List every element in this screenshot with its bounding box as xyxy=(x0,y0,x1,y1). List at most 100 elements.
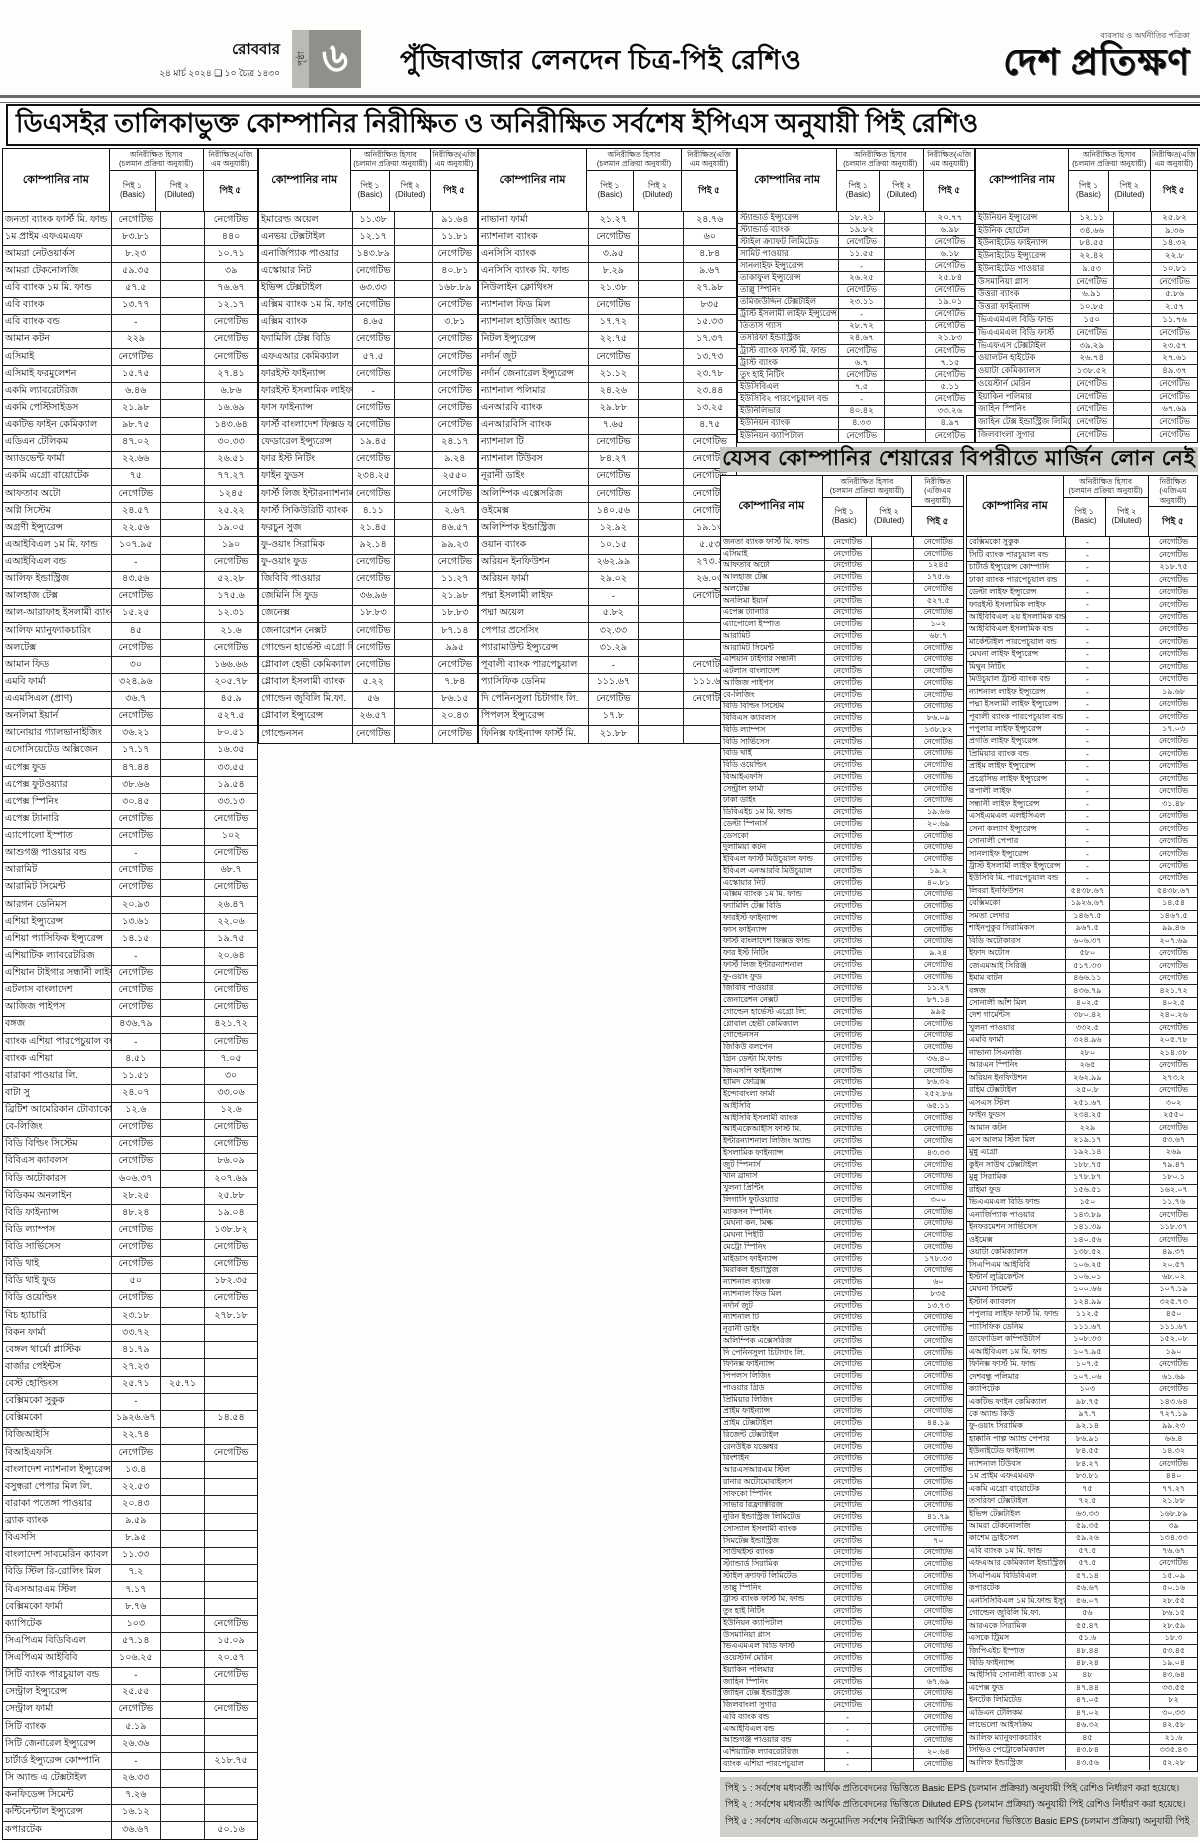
audited-header: নিরীক্ষিত (এজিএম অনুযায়ী) xyxy=(912,476,963,508)
table-row: ইউসিবিএল ৭.৫ ৫.১১ xyxy=(738,381,974,394)
pe1-cell: নেগেটিভ xyxy=(825,1124,872,1136)
company-name-cell: নূরানী ডাইং xyxy=(479,468,589,485)
company-name-cell: বেক্সিমকো সুকুক xyxy=(3,1393,112,1410)
table-row: কপারটেক ৫৬.৬৭ ৫০.১৬ xyxy=(967,1583,1197,1596)
company-name-cell: ন্যাশনাল ব্যাংক xyxy=(721,1277,825,1288)
table-row: এনভয় টেক্সটাইল ১২.১৭ ১১.৮১ xyxy=(259,229,477,247)
pe1-cell: ৮৪.৫৫ xyxy=(1066,1446,1111,1458)
table-row: বিচ হ্যাচারি ২৩.১৮ ২৭৮.১৮ xyxy=(3,1308,257,1326)
company-name-cell: নাভানা সিএনজি xyxy=(967,1047,1066,1060)
pe5-cell: ১৫২.০৮ xyxy=(1159,1334,1188,1344)
pe1-cell: নেগেটিভ xyxy=(825,666,872,677)
pe5-cell: নেগেটিভ xyxy=(1159,326,1190,337)
table-row: এআইবিএল ১ম মি. ফান্ড ১০৭.৯৫ ১৯০ xyxy=(3,537,257,555)
pe2-cell xyxy=(1110,1172,1151,1184)
pe1-cell: ৫৭.৫ xyxy=(1066,1545,1111,1558)
company-name-cell: ব্র্যাক ব্যাংক xyxy=(3,1513,112,1530)
company-name-cell: জেনারেশন নেক্সট xyxy=(721,995,825,1006)
table-row: আইবিবিএল ২য় ইসলামিক বন্ড - নেগেটিভ xyxy=(967,611,1197,625)
unaudited-header: অনিরীক্ষিত হিসাব (চলমান প্রক্রিয়া অনুযায… xyxy=(837,149,924,171)
pe1-cell: নেগেটিভ xyxy=(353,623,395,640)
table-row: গ্লোবাল হেভী কেমিক্যাল নেগেটিভ নেগেটিভ xyxy=(259,657,477,675)
table-row: বাংলাদেশ সাবমেরিন ক্যাবল ১১.৩৩ xyxy=(3,1547,257,1565)
pe5-cell: ২১.৬ xyxy=(220,624,242,636)
table-row: গ্লোবাল ইসলামী ব্যাংক ৫.২২ ৭.৮৪ xyxy=(259,674,477,692)
pe2-cell xyxy=(161,931,206,948)
company-name-cell: এশিয়া প্যাসিফিক ইন্স্যুরেন্স xyxy=(3,931,112,948)
pe1-cell: ৪৮.২৪ xyxy=(112,1205,161,1222)
pe1-cell: ৪৫ xyxy=(112,623,161,640)
pe2-cell xyxy=(1110,985,1151,997)
pe5-cell: ১০৭.১৯ xyxy=(1159,1284,1188,1294)
table-row: এআইবিএল বন্ড - নেগেটিভ xyxy=(3,554,257,572)
table-row: ইভিন্স টেক্সটাইল ৬৩.৩৩ ১৬৮.৮৯ xyxy=(967,1508,1197,1521)
company-name-cell: আইবিবিএল ২য় ইসলামিক বন্ড xyxy=(967,611,1066,624)
table-row: ওয়ালটন হাইটেক ২৬.৭৪ ২৭.৬১ xyxy=(976,352,1197,366)
pe2-cell xyxy=(161,794,206,811)
pe2-cell xyxy=(395,451,433,468)
pe2-header: পিই ২ (Diluted) xyxy=(395,181,426,199)
pe1-cell: ৯৭.৭ xyxy=(1066,1408,1111,1421)
pe1-cell: ৯.৫৯ xyxy=(112,1513,161,1530)
table-row: তসরিফা টেক্সটাইল ৭২.৫ ২১.৮৮ xyxy=(967,1495,1197,1509)
pe1-cell: ১০৭.৯৫ xyxy=(112,537,161,554)
date-block: রোববার ২৪ মার্চ ২০২৪ ❑ ১০ চৈত্র ১৪৩০ xyxy=(150,38,280,81)
table-row: ফরচুন সুজ ২১.৪৫ ৪৬.৫৭ xyxy=(259,520,477,538)
table-column-headers: কোম্পানির নাম অনিরীক্ষিত হিসাব (চলমান প্রক… xyxy=(976,149,1197,212)
company-name-cell: ইউসিবি মি. পারপেচুয়াল বন্ড xyxy=(967,873,1066,885)
company-name-cell: আজিজ পাইপস xyxy=(721,678,825,689)
table-row: অ্যাডভেন্ট ফার্মা ২২.৬৬ ২৬.৫১ xyxy=(3,451,257,469)
pe5-cell xyxy=(205,1496,257,1512)
company-name-cell: আশুগঞ্জ পাওয়ার বন্ড xyxy=(721,1735,825,1747)
pe1-cell: ৩৪.৬৬ xyxy=(1071,224,1114,237)
pe1-cell: নেগেটিভ xyxy=(825,1676,872,1688)
company-name-cell: এপেক্স ফুড xyxy=(3,760,112,777)
pe2-cell xyxy=(161,366,206,383)
pe5-cell: নেগেটিভ xyxy=(923,1700,953,1710)
table-row: মেঘনা সিমেন্ট ১০০.৬৬ ১০৭.১৯ xyxy=(967,1284,1197,1297)
pe1-cell: ৩৯.২৯ xyxy=(1071,339,1114,352)
pe2-cell xyxy=(872,795,914,807)
pe5-cell: নেগেটিভ xyxy=(1159,761,1189,771)
pe5-cell: ২০৫.৭৮ xyxy=(1159,1035,1188,1045)
pe2-cell xyxy=(161,1325,206,1342)
pe2-cell xyxy=(161,811,206,828)
table-row: বাংলাদেশ ন্যাশনাল ইন্স্যুরেন্স ১৩.৪ xyxy=(3,1462,257,1480)
table-row: এশিয়ান টাইগার সন্ধানী লাইফ নেগেটিভ নেগেটি… xyxy=(3,965,257,983)
pe5-cell: নেগেটিভ xyxy=(692,453,728,465)
company-name-cell: ইউনাইটেড ফাইন্যান্স xyxy=(976,237,1071,250)
table-row: আশুগঞ্জ পাওয়ার বন্ড - নেগেটিভ xyxy=(3,845,257,863)
company-name-cell: বাংলাদেশ ন্যাশনাল ইন্স্যুরেন্স xyxy=(3,1462,112,1479)
company-name-cell: এমবি ফার্মা xyxy=(3,674,112,691)
pe2-cell xyxy=(395,605,433,622)
pe2-cell xyxy=(1110,873,1151,885)
table-row: মেট্রো স্পিনিং নেগেটিভ নেগেটিভ xyxy=(721,1242,963,1254)
pe2-cell xyxy=(1110,1558,1151,1570)
pe5-cell: নেগেটিভ xyxy=(1159,836,1189,846)
pe1-cell: - xyxy=(1066,823,1111,835)
pe5-cell: ২০.৬৪ xyxy=(217,949,245,961)
table-row: ন্যাশনাল ব্যাংক নেগেটিভ ৬০ xyxy=(479,229,736,247)
pe5-cell xyxy=(205,1599,257,1615)
pe5-cell: ৫৪৩৮.৬৭ xyxy=(1156,885,1191,895)
pe2-cell xyxy=(872,1159,914,1171)
pe5-cell: নেগেটিভ xyxy=(1159,1458,1189,1468)
company-name-cell: ন্যাশনাল টি xyxy=(479,434,589,451)
pe2-cell xyxy=(161,725,206,742)
pe2-cell xyxy=(1110,1607,1151,1620)
company-name-cell: সিএপিএম বিডিবিএল xyxy=(3,1633,112,1650)
pe2-cell xyxy=(1110,798,1151,810)
company-name-cell: সেনা কল্যাণ ইন্স্যুরেন্স xyxy=(967,823,1066,835)
pe1-cell: নেগেটিভ xyxy=(825,1112,872,1124)
company-name-cell: এসএস স্টিল xyxy=(967,1097,1066,1109)
pe2-cell xyxy=(395,366,433,383)
table-row: সিএপিএম আইবিবি ১০৬.২৫ ২০.৫৭ xyxy=(3,1650,257,1668)
pe2-cell xyxy=(161,314,206,331)
pe5-cell: ৪৩.৬৪ xyxy=(1162,1670,1186,1680)
pe5-cell: ৩০ xyxy=(224,1069,238,1081)
pe1-cell: ৮৪.৫৫ xyxy=(1071,237,1114,250)
pe5-cell: নেগেটিভ xyxy=(1159,624,1189,634)
pe1-cell: নেগেটিভ xyxy=(825,1629,872,1641)
table-row: এবি ব্যাংক বন্ড - নেগেটিভ xyxy=(3,314,257,332)
company-name-cell: মুন্নু সিরামিক xyxy=(967,1172,1066,1184)
